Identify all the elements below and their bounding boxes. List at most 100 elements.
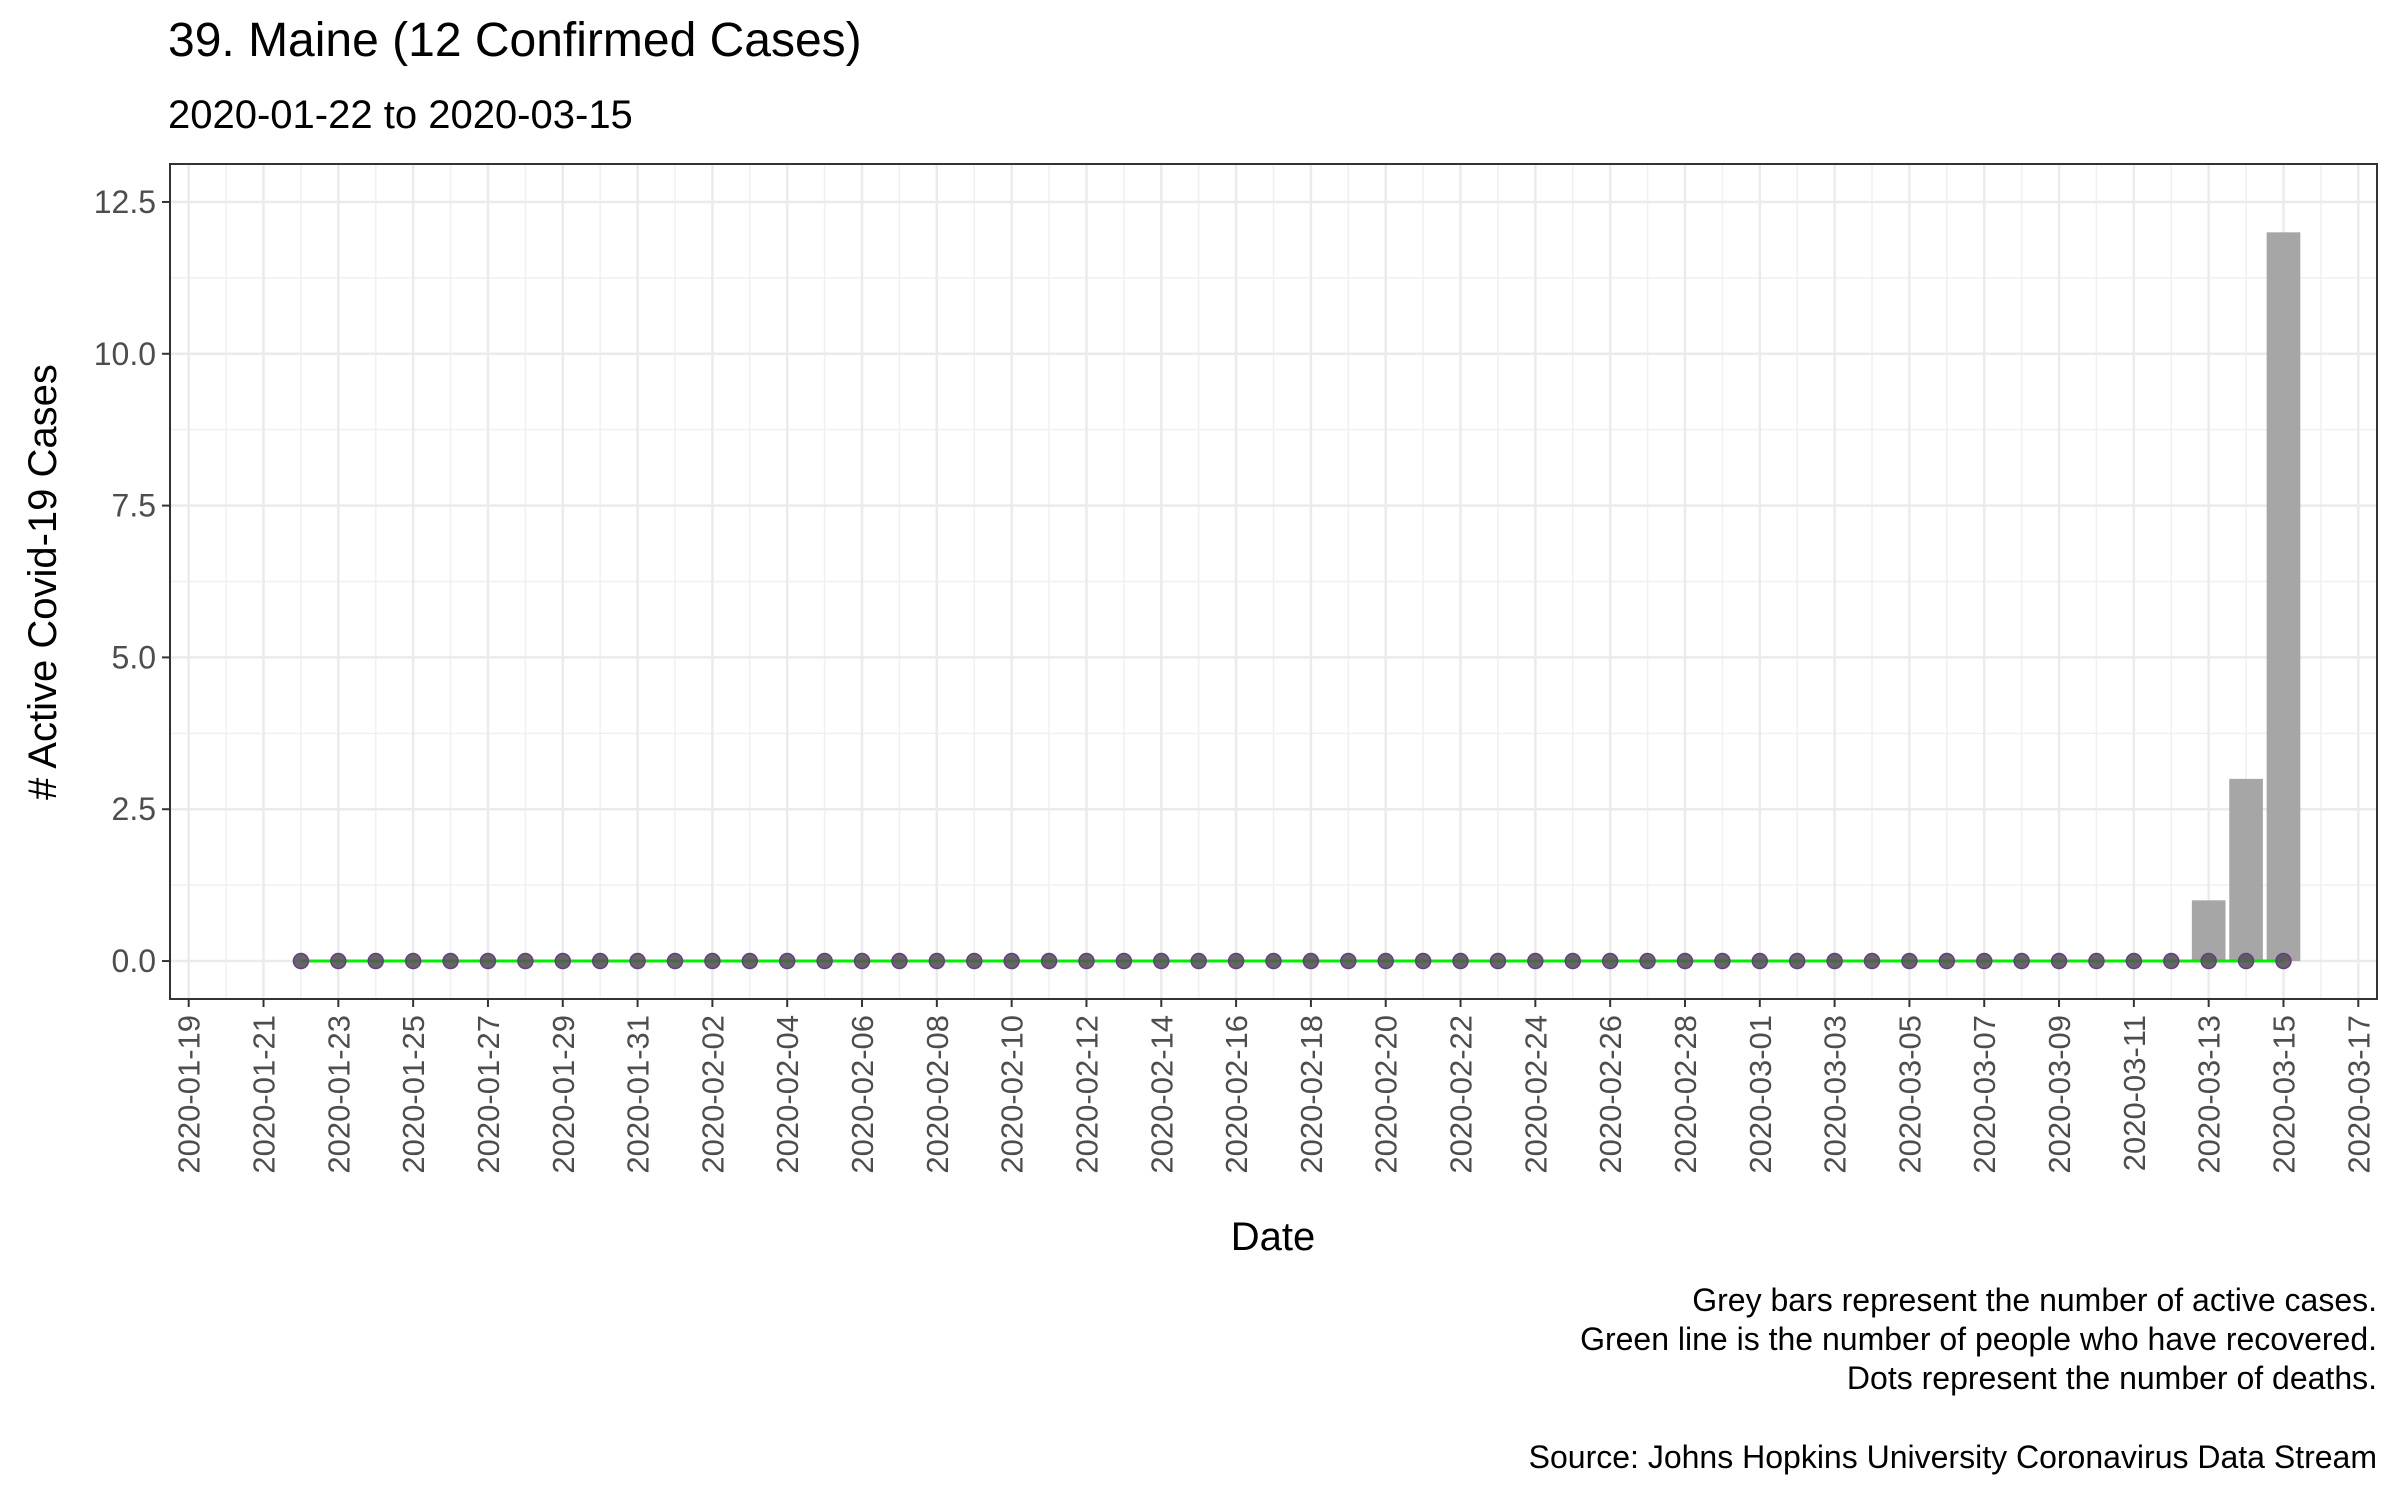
x-tick-label: 2020-02-20 — [1369, 1015, 1404, 1174]
death-point — [479, 952, 497, 970]
death-point — [741, 952, 759, 970]
death-point — [330, 952, 347, 970]
death-point — [1265, 952, 1282, 970]
x-tick-label: 2020-01-29 — [546, 1015, 581, 1174]
death-point — [2163, 952, 2180, 970]
x-tick-label: 2020-02-04 — [770, 1015, 805, 1174]
active-cases-bars — [2191, 232, 2301, 962]
x-tick-label: 2020-02-22 — [1444, 1015, 1479, 1174]
plot-border — [169, 163, 2378, 1000]
death-point — [891, 952, 908, 970]
death-point — [1377, 952, 1394, 970]
x-tick-label: 2020-02-14 — [1144, 1015, 1179, 1174]
death-point — [666, 952, 684, 970]
x-tick-label: 2020-01-27 — [471, 1015, 506, 1174]
deaths-points — [292, 952, 2292, 970]
x-tick-label: 2020-02-02 — [695, 1015, 730, 1174]
death-point — [816, 952, 833, 970]
death-point — [1564, 952, 1582, 970]
death-point — [2200, 952, 2217, 970]
x-tick-label: 2020-03-07 — [1967, 1015, 2002, 1174]
y-tick-label: 0.0 — [112, 943, 156, 979]
death-point — [554, 952, 572, 970]
death-point — [591, 952, 609, 970]
y-tick-label: 12.5 — [94, 184, 156, 220]
chart-subtitle: 2020-01-22 to 2020-03-15 — [168, 93, 633, 137]
y-tick-label: 2.5 — [112, 791, 156, 827]
death-point — [1639, 952, 1656, 970]
death-point — [928, 952, 946, 970]
death-point — [2013, 952, 2030, 970]
y-tick-label: 5.0 — [112, 639, 156, 675]
death-point — [1115, 952, 1133, 970]
x-tick-label: 2020-03-03 — [1818, 1015, 1853, 1174]
caption-line: Source: Johns Hopkins University Coronav… — [1529, 1439, 2377, 1475]
death-point — [1714, 952, 1731, 970]
caption-line: Green line is the number of people who h… — [1580, 1321, 2377, 1357]
death-point — [1975, 952, 1993, 970]
y-axis-title: # Active Covid-19 Cases — [21, 364, 65, 800]
x-tick-label: 2020-03-11 — [2117, 1015, 2152, 1171]
y-tick-label: 7.5 — [112, 488, 156, 524]
death-point — [1153, 952, 1170, 970]
x-tick-label: 2020-01-31 — [621, 1015, 656, 1174]
x-tick-label: 2020-01-23 — [321, 1015, 356, 1174]
death-point — [1751, 952, 1769, 970]
death-point — [2125, 952, 2143, 970]
caption-line: Dots represent the number of deaths. — [1847, 1360, 2377, 1396]
death-point — [2237, 952, 2255, 970]
death-point — [2050, 952, 2068, 970]
death-point — [1340, 952, 1357, 970]
death-point — [965, 952, 983, 970]
death-point — [1676, 952, 1694, 970]
x-tick-label: 2020-02-24 — [1518, 1015, 1553, 1174]
caption: Grey bars represent the number of active… — [1529, 1282, 2377, 1475]
x-tick-label: 2020-02-28 — [1668, 1015, 1703, 1174]
minor-gridlines — [170, 164, 2377, 999]
death-point — [704, 952, 721, 970]
death-point — [853, 952, 871, 970]
active-cases-bar — [2229, 778, 2263, 962]
death-point — [1078, 952, 1095, 970]
x-tick-label: 2020-01-25 — [396, 1015, 431, 1174]
death-point — [1901, 952, 1918, 970]
death-point — [1452, 952, 1469, 970]
y-axis: 0.0 2.5 5.0 7.5 10.0 12.5 — [94, 184, 170, 979]
caption-line: Grey bars represent the number of active… — [1692, 1282, 2377, 1318]
x-axis: 2020-01-19 2020-01-21 2020-01-23 2020-01-25… — [172, 999, 2376, 1174]
death-point — [367, 952, 384, 970]
x-tick-label: 2020-03-15 — [2266, 1015, 2301, 1174]
x-tick-label: 2020-02-18 — [1294, 1015, 1329, 1174]
chart-title: 39. Maine (12 Confirmed Cases) — [168, 14, 862, 67]
death-point — [1302, 952, 1320, 970]
death-point — [778, 952, 796, 970]
death-point — [2275, 952, 2292, 970]
y-tick-label: 10.0 — [94, 336, 156, 372]
plot-panel — [169, 163, 2378, 1000]
x-tick-label: 2020-03-09 — [2042, 1015, 2077, 1174]
death-point — [517, 952, 534, 970]
death-point — [1527, 952, 1544, 970]
death-point — [629, 952, 646, 970]
x-tick-label: 2020-02-08 — [920, 1015, 955, 1174]
x-tick-label: 2020-03-17 — [2341, 1015, 2376, 1174]
death-point — [1938, 952, 1956, 970]
death-point — [442, 952, 459, 970]
x-tick-label: 2020-01-19 — [172, 1015, 207, 1174]
death-point — [1601, 952, 1619, 970]
x-tick-label: 2020-02-06 — [845, 1015, 880, 1174]
death-point — [2088, 952, 2105, 970]
death-point — [1414, 952, 1432, 970]
death-point — [1826, 952, 1843, 970]
x-axis-title: Date — [1231, 1215, 1316, 1259]
active-cases-bar — [2266, 232, 2301, 962]
x-tick-label: 2020-02-10 — [995, 1015, 1030, 1174]
x-tick-label: 2020-02-26 — [1593, 1015, 1628, 1174]
death-point — [292, 952, 310, 970]
death-point — [1489, 952, 1507, 970]
death-point — [1227, 952, 1245, 970]
death-point — [1040, 952, 1058, 970]
death-point — [1863, 952, 1881, 970]
death-point — [404, 952, 422, 970]
